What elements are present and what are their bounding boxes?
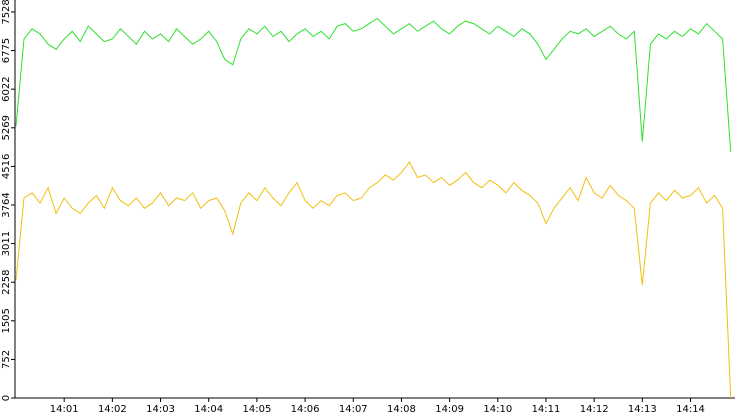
x-tick-label: 14:10 <box>483 404 512 415</box>
x-tick-label: 14:06 <box>291 404 320 415</box>
y-tick-label: 2258 <box>1 269 12 294</box>
x-tick-label: 14:11 <box>532 404 561 415</box>
x-tick-label: 14:12 <box>580 404 609 415</box>
x-tick-label: 14:04 <box>194 404 223 415</box>
y-tick-label: 3011 <box>1 231 12 256</box>
y-tick-label: 752 <box>1 350 12 369</box>
series-line <box>15 17 732 152</box>
y-tick-label: 6022 <box>1 76 12 101</box>
y-tick-label: 7528 <box>1 0 12 25</box>
x-tick-label: 14:09 <box>435 404 464 415</box>
series-line <box>15 161 732 399</box>
y-tick-label: 6775 <box>1 38 12 63</box>
x-tick-label: 14:05 <box>242 404 271 415</box>
x-tick-label: 14:01 <box>50 404 79 415</box>
y-tick-label: 5269 <box>1 115 12 140</box>
x-tick-label: 14:08 <box>387 404 416 415</box>
x-tick-label: 14:02 <box>98 404 127 415</box>
y-tick-label: 4516 <box>1 154 12 179</box>
x-tick-label: 14:07 <box>339 404 368 415</box>
y-tick-label: 1505 <box>1 308 12 333</box>
y-tick-label: 0 <box>1 395 12 401</box>
x-tick-label: 14:03 <box>146 404 175 415</box>
x-tick-label: 14:14 <box>676 404 705 415</box>
y-tick-label: 3764 <box>1 192 12 217</box>
x-tick-label: 14:13 <box>628 404 657 415</box>
